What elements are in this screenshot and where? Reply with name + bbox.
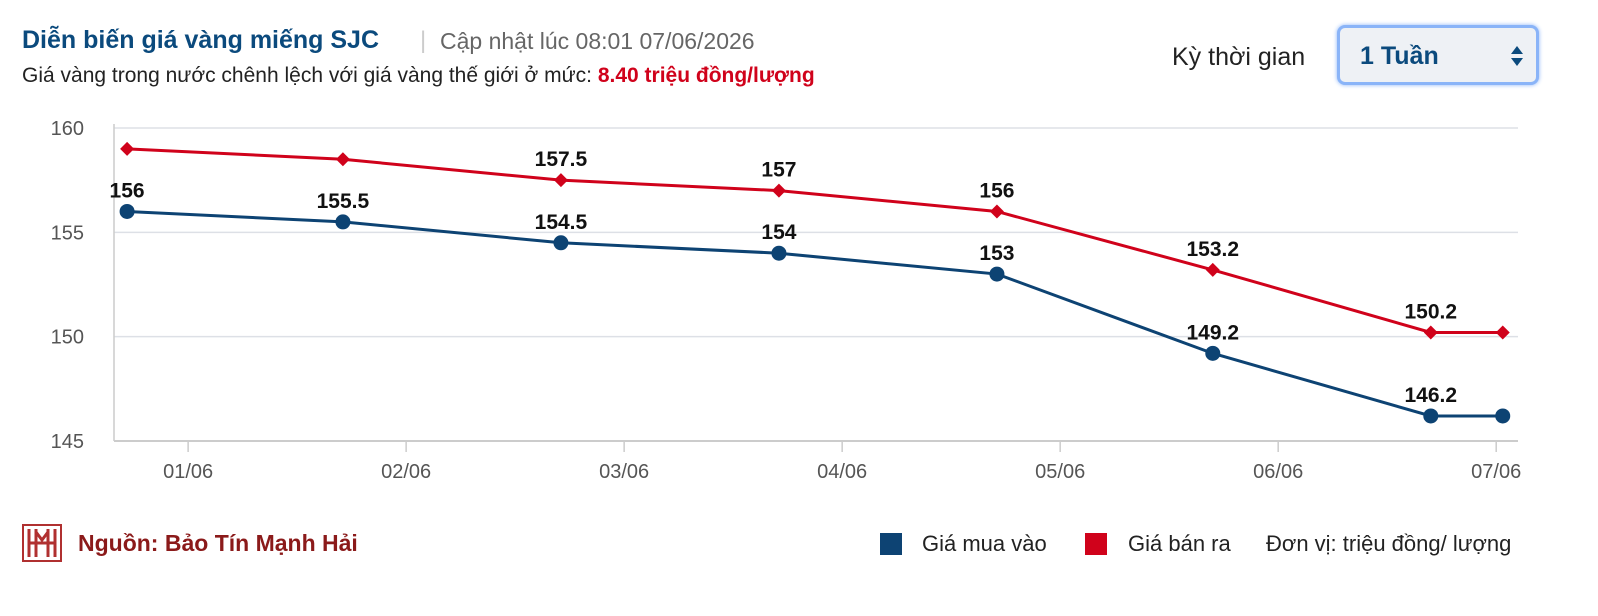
x-tick-label: 03/06 bbox=[599, 461, 649, 483]
series-line bbox=[127, 209, 1503, 418]
point bbox=[553, 173, 568, 188]
data-label: 155.5 bbox=[317, 190, 370, 213]
point bbox=[771, 245, 787, 261]
data-label: 153.2 bbox=[1187, 238, 1240, 261]
series-line bbox=[127, 147, 1503, 334]
data-label: 149.2 bbox=[1187, 321, 1240, 344]
y-tick-label: 155 bbox=[51, 222, 84, 244]
point bbox=[1423, 325, 1438, 340]
data-label: 153 bbox=[979, 242, 1014, 265]
point bbox=[989, 266, 1005, 282]
spread: 8.40 triệu đồng/lượng bbox=[597, 64, 815, 87]
x-tick-label: 02/06 bbox=[381, 461, 431, 483]
point bbox=[771, 183, 786, 198]
x-tick-label: 04/06 bbox=[817, 461, 867, 483]
x-tick-label: 05/06 bbox=[1035, 461, 1085, 483]
source: Nguồn: Bảo Tín Mạnh Hải bbox=[78, 530, 358, 556]
separator: | bbox=[420, 27, 427, 54]
point bbox=[119, 203, 135, 219]
data-label: 154.5 bbox=[535, 211, 588, 234]
data-label: 154 bbox=[761, 221, 796, 244]
point bbox=[989, 204, 1004, 219]
x-tick-label: 07/06 bbox=[1471, 461, 1521, 483]
data-label: 156 bbox=[979, 179, 1014, 202]
x-tick-label: 06/06 bbox=[1253, 461, 1303, 483]
point bbox=[120, 141, 135, 156]
point bbox=[1495, 325, 1510, 340]
data-label: 157 bbox=[761, 159, 796, 182]
unit: Đơn vị: triệu đồng/ lượng bbox=[1266, 531, 1512, 556]
period-label: Kỳ thời gian bbox=[1172, 43, 1306, 71]
legend-label: Giá mua vào bbox=[922, 531, 1047, 556]
point bbox=[1495, 408, 1511, 424]
point bbox=[1205, 345, 1221, 361]
y-tick-label: 145 bbox=[51, 431, 84, 453]
updated-time: Cập nhật lúc 08:01 07/06/2026 bbox=[440, 28, 755, 54]
select-arrows bbox=[1511, 46, 1523, 66]
legend-swatch bbox=[1085, 533, 1107, 555]
legend-label: Giá bán ra bbox=[1128, 531, 1231, 556]
point bbox=[335, 152, 350, 167]
data-label: 156 bbox=[110, 179, 145, 202]
legend-swatch bbox=[880, 533, 902, 555]
subtitle: Giá vàng trong nước chênh lệch với giá v… bbox=[22, 64, 815, 88]
period-select[interactable]: 1 Tuần bbox=[1337, 25, 1539, 85]
y-tick-label: 150 bbox=[51, 327, 84, 349]
point bbox=[1205, 262, 1220, 277]
y-tick-label: 160 bbox=[51, 118, 84, 140]
data-label: 146.2 bbox=[1405, 384, 1458, 407]
subtitle-text: Giá vàng trong nước chênh lệch với giá v… bbox=[22, 64, 592, 87]
data-label: 157.5 bbox=[535, 148, 588, 171]
period-value: 1 Tuần bbox=[1360, 42, 1439, 70]
x-tick-label: 01/06 bbox=[163, 461, 213, 483]
data-label: 150.2 bbox=[1405, 300, 1458, 323]
source-logo bbox=[22, 524, 62, 562]
title: Diễn biến giá vàng miếng SJC bbox=[22, 26, 380, 54]
point bbox=[335, 214, 351, 230]
point bbox=[553, 235, 569, 251]
point bbox=[1423, 408, 1439, 424]
